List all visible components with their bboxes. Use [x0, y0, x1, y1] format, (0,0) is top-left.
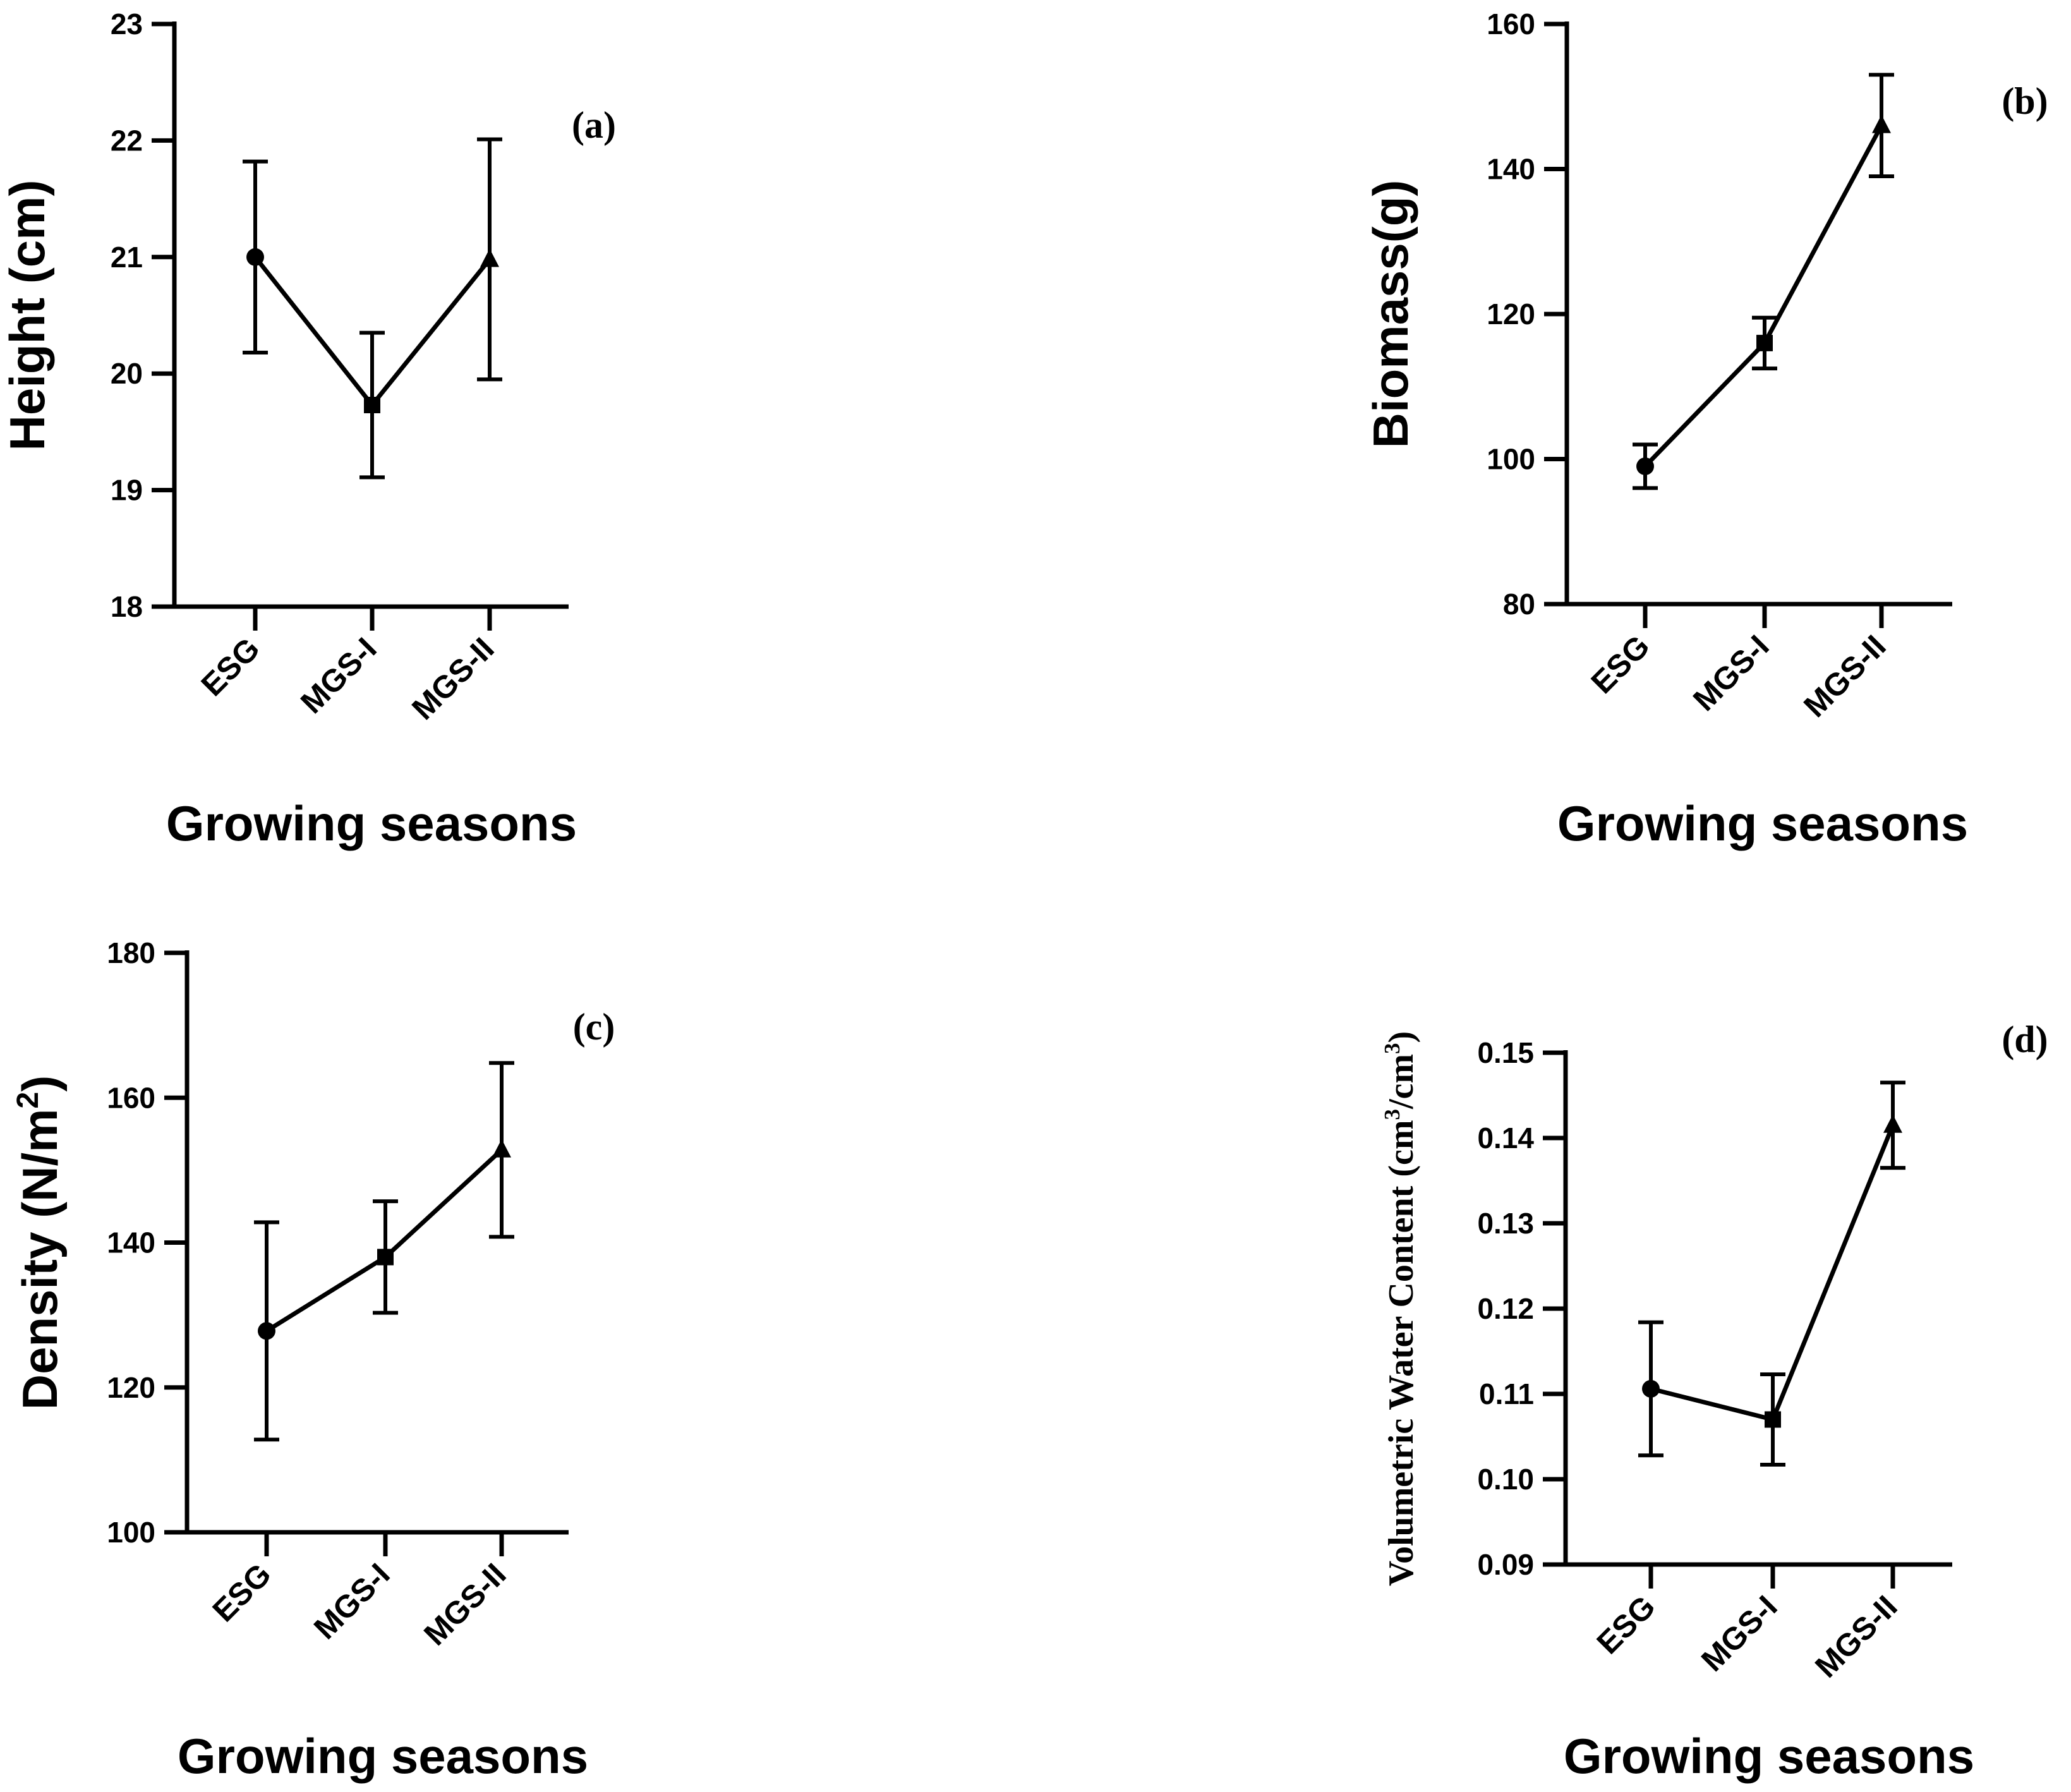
y-tick-label: 0.09 — [1477, 1548, 1534, 1581]
x-tick-label: MGS-I — [294, 631, 383, 720]
y-tick-label: 160 — [1487, 8, 1535, 40]
y-tick-label: 140 — [1487, 153, 1535, 186]
data-point-square — [1756, 334, 1773, 351]
y-axis-title-sup: 2 — [11, 1092, 45, 1109]
y-axis-title: Biomass(g) — [1363, 180, 1418, 449]
chart-panel-4: 0.09 0.10 0.11 0.12 0.13 0.14 0.15 ESG MGS-I MGS-… — [1380, 1019, 2048, 1784]
data-point-circle — [258, 1322, 275, 1340]
y-tick-label: 80 — [1503, 588, 1535, 621]
y-axis-title-end: ) — [1382, 1031, 1421, 1043]
y-tick-label: 160 — [107, 1081, 155, 1114]
y-axis-title-sup: 3 — [1380, 1109, 1404, 1120]
y-tick-label: 0.15 — [1477, 1036, 1534, 1069]
y-tick-label: 19 — [111, 474, 143, 507]
panel-label: (c) — [573, 1006, 615, 1048]
y-axis-title-text: Height (cm) — [0, 180, 55, 451]
y-tick-label: 21 — [111, 241, 143, 274]
data-point-triangle — [492, 1139, 511, 1158]
data-point-square — [364, 396, 380, 413]
x-axis-title: Growing seasons — [166, 796, 577, 851]
y-axis-title-mid: /cm — [1382, 1054, 1421, 1110]
x-tick-label: MGS-I — [307, 1556, 397, 1646]
y-tick-label: 140 — [107, 1226, 155, 1259]
chart-panel-3: 100 120 140 160 180 ESG MGS-I MGS-II Density (N/… — [11, 936, 615, 1784]
y-tick-label: 120 — [1487, 298, 1535, 330]
x-tick-label: MGS-II — [1797, 628, 1893, 724]
y-axis-title-text: Biomass(g) — [1363, 180, 1418, 449]
y-tick-label: 0.12 — [1477, 1292, 1534, 1325]
data-point-circle — [1636, 457, 1654, 475]
y-axis-title: Density (N/m2) — [11, 1075, 68, 1410]
x-axis-title: Growing seasons — [178, 1728, 588, 1784]
y-axis-title: Height (cm) — [0, 180, 55, 451]
y-tick-label: 18 — [111, 590, 143, 623]
x-tick-label: ESG — [1585, 628, 1657, 700]
y-tick-label: 180 — [107, 936, 155, 969]
data-point-circle — [246, 248, 264, 266]
x-tick-label: ESG — [206, 1556, 278, 1628]
x-tick-label: MGS-I — [1694, 1589, 1784, 1678]
data-point-circle — [1642, 1379, 1660, 1398]
y-tick-label: 23 — [111, 8, 143, 40]
series-line — [1643, 124, 1884, 468]
x-axis-title: Growing seasons — [1564, 1728, 1974, 1784]
x-tick-label: MGS-II — [417, 1556, 513, 1652]
panel-label: (b) — [2002, 80, 2048, 122]
y-tick-label: 100 — [1487, 443, 1535, 476]
y-axis-title-end: ) — [12, 1075, 68, 1092]
data-point-square — [1765, 1411, 1781, 1428]
x-axis-title: Growing seasons — [1557, 796, 1968, 851]
chart-panel-2: 80 100 120 140 160 ESG MGS-I MGS-II Biomass(g) Gr… — [1363, 8, 2048, 851]
y-tick-label: 0.11 — [1479, 1377, 1534, 1410]
y-tick-label: 120 — [107, 1371, 155, 1404]
data-point-triangle — [1872, 114, 1891, 133]
y-tick-label: 0.14 — [1477, 1122, 1534, 1154]
y-axis-title-sup2: 3 — [1380, 1043, 1404, 1054]
y-axis-title-text: Volumetric Water Content (cm — [1382, 1120, 1421, 1587]
x-tick-label: ESG — [1590, 1589, 1662, 1661]
y-tick-label: 0.10 — [1477, 1463, 1534, 1496]
y-axis-title-text: Density (N/m — [12, 1108, 68, 1410]
y-axis-title: Volumetric Water Content (cm3/cm3) — [1380, 1031, 1421, 1586]
x-tick-label: MGS-II — [405, 631, 501, 727]
data-point-triangle — [480, 248, 499, 267]
chart-panel-1: 18 19 20 21 22 23 ESG MGS-I MGS-II Height (cm) Gro… — [0, 8, 616, 851]
panel-label: (a) — [572, 104, 616, 146]
y-tick-label: 0.13 — [1477, 1207, 1534, 1240]
y-tick-label: 100 — [107, 1516, 155, 1549]
panel-label: (d) — [2002, 1019, 2048, 1060]
data-point-triangle — [1883, 1114, 1902, 1133]
data-point-square — [377, 1249, 394, 1266]
x-tick-label: MGS-I — [1686, 628, 1776, 718]
y-tick-label: 20 — [111, 357, 143, 390]
y-tick-label: 22 — [111, 124, 143, 157]
x-tick-label: MGS-II — [1808, 1589, 1904, 1685]
x-tick-label: ESG — [195, 631, 267, 703]
